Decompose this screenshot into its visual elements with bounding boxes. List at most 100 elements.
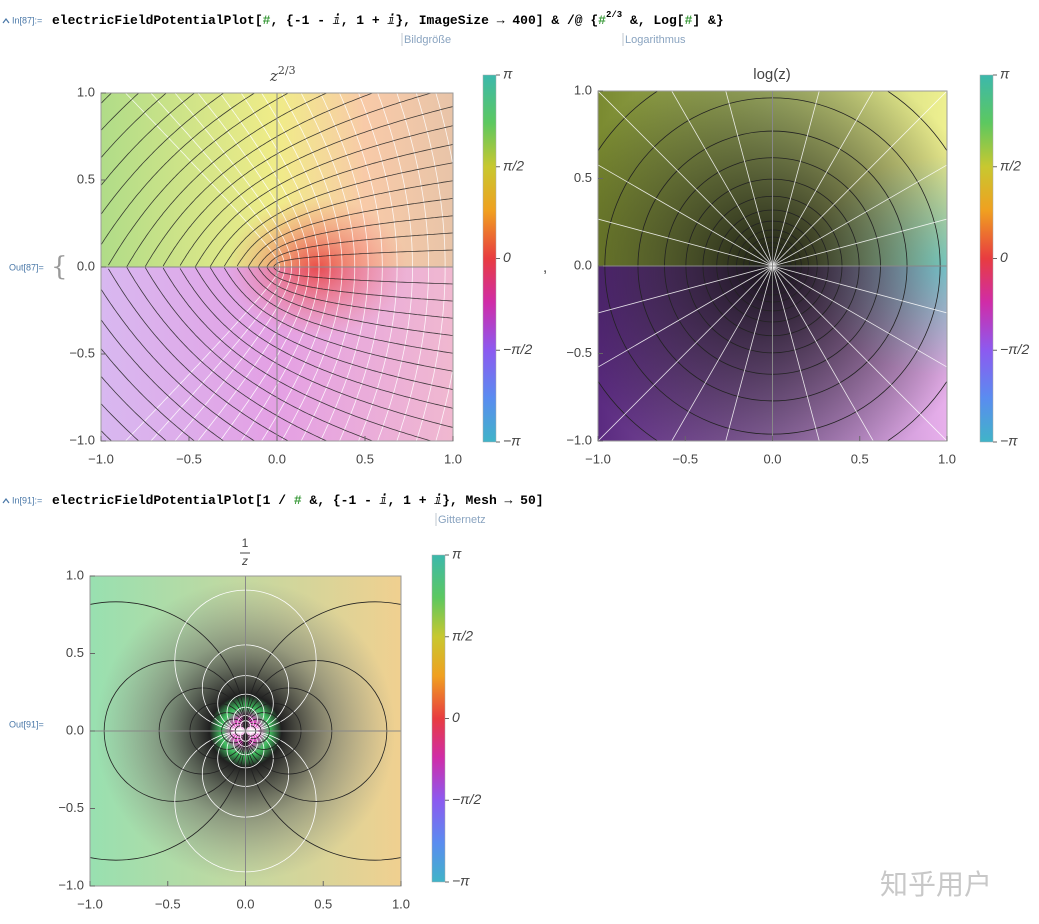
mesh-line [396, 93, 429, 441]
y-tick-label: −1.0 [58, 877, 84, 892]
mesh-line [247, 197, 453, 268]
y-tick-label: 0.5 [66, 645, 84, 660]
mesh-line [273, 249, 453, 267]
x-tick-label: 0.5 [314, 896, 332, 911]
mesh-line [144, 93, 374, 267]
plot: −1.0 −0.5 0.0 0.5 1.0 −1.0 −0.5 0.0 0.5 1.0 1 z π π/2… [58, 536, 481, 911]
colorbar-tick-label: −π/2 [1000, 341, 1029, 357]
colorbar-tick-label: π [452, 546, 462, 562]
code-segment: # [263, 13, 271, 28]
mesh-line [266, 232, 453, 267]
plot: −1.0 −0.5 0.0 0.5 1.0 −1.0 −0.5 0.0 0.5 1.0 z2/3 π π… [69, 64, 532, 466]
plot-area [598, 91, 947, 441]
code-segment: 2/3 [606, 10, 622, 20]
y-tick-label: −0.5 [69, 345, 95, 360]
mesh-line [598, 218, 773, 267]
y-tick-label: −0.5 [58, 800, 84, 815]
y-tick-label: 1.0 [66, 567, 84, 582]
mesh-line [671, 265, 773, 441]
mesh-line [772, 91, 947, 267]
cell-markers [2, 18, 10, 504]
mesh-line [725, 265, 773, 441]
list-separator: , [543, 259, 547, 276]
colorbar-tick-label: π/2 [1000, 157, 1021, 173]
title-denominator: z [241, 554, 248, 568]
list-brace: { [51, 252, 68, 282]
mesh-line [598, 265, 773, 368]
tooltip: Gitternetz [438, 514, 486, 526]
mesh-line [258, 267, 453, 319]
mesh-line [339, 93, 383, 441]
mesh-line [671, 91, 773, 267]
plot: −1.0 −0.5 0.0 0.5 1.0 −1.0 −0.5 0.0 0.5 1.0 log(z)… [566, 66, 1029, 467]
plot-title: z2/3 [269, 64, 296, 85]
mesh-line [415, 93, 446, 441]
y-tick-label: 1.0 [77, 84, 95, 99]
mesh-line [194, 266, 453, 409]
mesh-line [772, 265, 874, 441]
mesh-line [261, 93, 331, 441]
mesh-line [273, 267, 453, 285]
input-code[interactable]: electricFieldPotentialPlot[#, {-1 - ⅈ, 1… [52, 10, 724, 28]
output-label: Out[91]= [9, 719, 44, 729]
x-tick-label: 1.0 [938, 451, 956, 466]
mesh-line [358, 93, 398, 441]
plot-area [101, 93, 453, 441]
mesh-line [197, 93, 301, 441]
mesh-line [126, 93, 328, 268]
y-tick-label: 0.0 [574, 257, 592, 272]
mesh-line [162, 93, 433, 267]
mesh-line [258, 215, 453, 267]
x-tick-label: 0.0 [763, 451, 781, 466]
mesh-line [108, 268, 290, 441]
mesh-line [236, 267, 453, 354]
x-tick-label: 1.0 [392, 896, 410, 911]
input-code[interactable]: electricFieldPotentialPlot[1 / # &, {-1 … [52, 493, 544, 508]
y-tick-label: 1.0 [574, 82, 592, 97]
colorbar-tick-label: π/2 [452, 627, 473, 643]
colorbar-tick-label: −π [452, 873, 470, 889]
code-segment: &, {-1 - ⅈ, 1 + ⅈ}, Mesh → 50] [302, 493, 544, 508]
output-label: Out[87]= [9, 262, 44, 272]
mesh-line [101, 319, 225, 441]
mesh-line [174, 93, 292, 441]
mesh-line [281, 93, 343, 441]
mesh-line [162, 267, 433, 441]
y-tick-label: 0.0 [66, 722, 84, 737]
y-tick-label: −1.0 [566, 432, 592, 447]
y-tick-label: −1.0 [69, 432, 95, 447]
x-tick-label: 0.0 [268, 451, 286, 466]
code-segment: , {-1 - ⅈ, 1 + ⅈ}, ImageSize → 400] & /@… [270, 13, 598, 28]
mesh-line [377, 93, 413, 441]
mesh-line [108, 93, 290, 266]
mesh-line [598, 91, 773, 267]
mesh-line [101, 93, 256, 246]
y-tick-label: 0.5 [574, 170, 592, 185]
x-tick-label: 1.0 [444, 451, 462, 466]
colorbar [482, 74, 497, 443]
tooltip: Logarithmus [625, 34, 686, 46]
code-segment: &, Log[ [622, 13, 684, 28]
colorbar-tick-label: 0 [1000, 249, 1008, 265]
code-segment: # [685, 13, 693, 28]
y-tick-label: −0.5 [566, 345, 592, 360]
mesh-line [300, 93, 356, 441]
y-tick-label: 0.0 [77, 258, 95, 273]
title-numerator: 1 [242, 536, 249, 550]
mesh-line [209, 144, 453, 267]
x-tick-label: −0.5 [176, 451, 202, 466]
mesh-line [179, 106, 453, 266]
code-segment: electricFieldPotentialPlot[1 / [52, 493, 294, 508]
mesh-line [126, 266, 328, 441]
mesh-line [772, 265, 820, 441]
colorbar [431, 554, 446, 883]
mesh-line [598, 164, 773, 267]
mesh-line [223, 267, 453, 372]
mesh-line [772, 265, 947, 314]
x-tick-label: −0.5 [155, 896, 181, 911]
mesh-line [266, 267, 453, 302]
colorbar-tick-label: −π/2 [503, 341, 532, 357]
mesh-line [144, 267, 374, 441]
mesh-line [598, 265, 773, 314]
